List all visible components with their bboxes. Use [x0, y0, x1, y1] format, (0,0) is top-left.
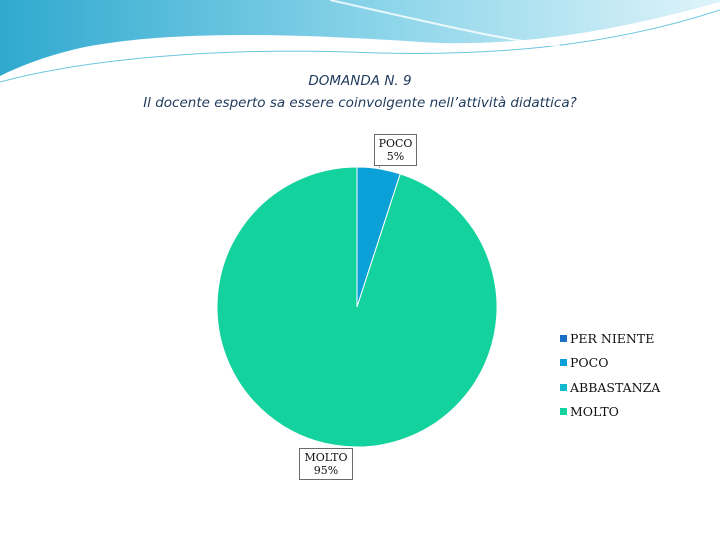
- legend-item-molto: MOLTO: [560, 400, 660, 425]
- legend-item-per-niente: PER NIENTE: [560, 326, 660, 351]
- data-label-poco: POCO 5%: [374, 134, 417, 166]
- data-label-molto-category: MOLTO: [304, 451, 348, 464]
- legend-swatch-per-niente: [560, 334, 567, 342]
- pie-slice-molto: [216, 166, 498, 448]
- legend-label-per-niente: PER NIENTE: [570, 330, 655, 346]
- pie-slices: [216, 166, 498, 448]
- legend-item-poco: POCO: [560, 351, 660, 376]
- legend-swatch-molto: [560, 408, 567, 416]
- legend-label-molto: MOLTO: [570, 404, 619, 420]
- legend-swatch-abbastanza: [560, 383, 567, 391]
- chart-legend: PER NIENTE POCO ABBASTANZA MOLTO: [560, 326, 660, 424]
- data-label-poco-category: POCO: [378, 137, 413, 150]
- data-label-molto-value: 95%: [313, 464, 339, 477]
- header-wave-decoration: [0, 0, 720, 83]
- legend-swatch-poco: [560, 359, 567, 367]
- chart-title-line-2: Il docente esperto sa essere coinvolgent…: [143, 95, 577, 111]
- legend-item-abbastanza: ABBASTANZA: [560, 375, 660, 400]
- chart-title-line-1: DOMANDA N. 9: [308, 73, 412, 89]
- legend-label-abbastanza: ABBASTANZA: [570, 379, 661, 395]
- data-label-molto: MOLTO 95%: [299, 448, 353, 480]
- data-label-poco-value: 5%: [386, 150, 405, 163]
- chart-title: DOMANDA N. 9 Il docente esperto sa esser…: [0, 70, 720, 114]
- legend-label-poco: POCO: [570, 355, 609, 371]
